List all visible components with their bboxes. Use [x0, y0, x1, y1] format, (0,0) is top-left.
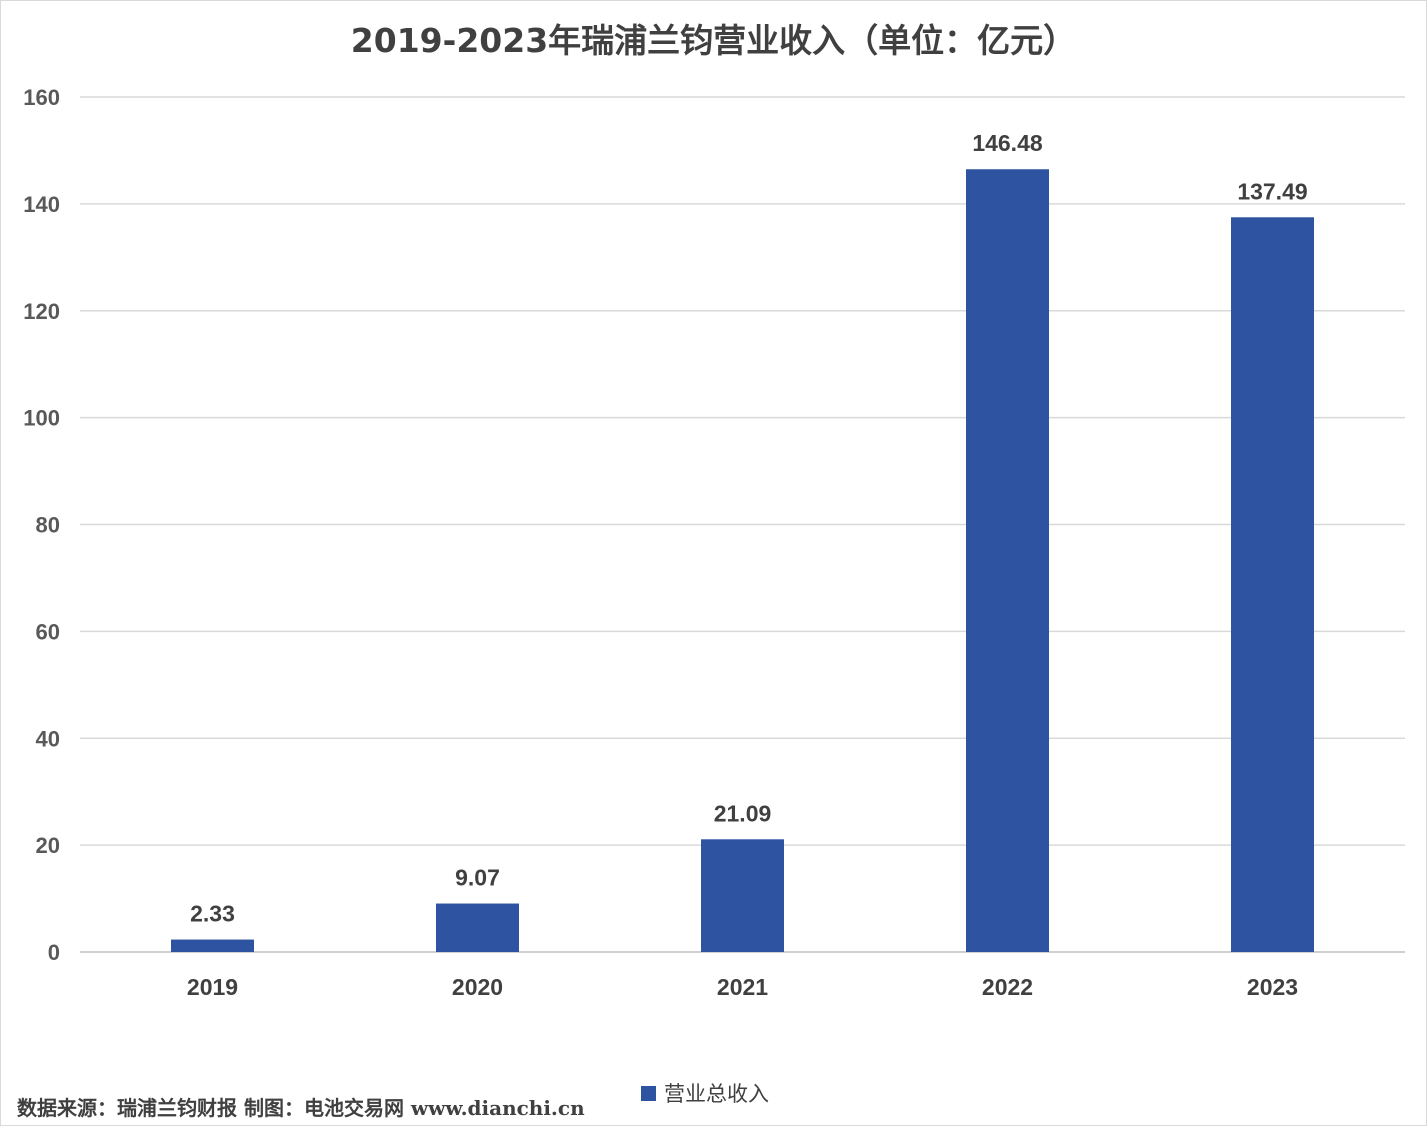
y-tick-label: 160: [23, 85, 60, 110]
y-tick-label: 0: [48, 940, 60, 965]
bar-2020: [436, 903, 519, 952]
bars: [171, 169, 1314, 952]
data-label-2023: 137.49: [1237, 178, 1307, 204]
data-label-2019: 2.33: [190, 901, 235, 927]
bar-2021: [701, 839, 784, 952]
y-tick-label: 140: [23, 192, 60, 217]
bar-2022: [966, 169, 1049, 952]
bar-2023: [1231, 217, 1314, 952]
y-tick-label: 100: [23, 406, 60, 431]
data-label-2022: 146.48: [972, 130, 1043, 156]
legend-label: 营业总收入: [664, 1082, 769, 1106]
legend-swatch: [641, 1085, 656, 1101]
x-axis-labels: 2019 2020 2021 2022 2023: [187, 974, 1298, 1000]
data-label-2020: 9.07: [455, 865, 500, 891]
x-tick-label-2021: 2021: [717, 974, 768, 1000]
x-tick-label-2020: 2020: [452, 974, 503, 1000]
data-label-2021: 21.09: [714, 800, 772, 826]
y-tick-label: 40: [36, 726, 60, 751]
y-tick-label: 60: [36, 619, 60, 644]
y-axis-labels: 0 20 40 60 80 100 120 140 160: [23, 85, 60, 965]
gridlines: [80, 96, 1405, 953]
legend: 营业总收入: [641, 1078, 769, 1108]
y-tick-label: 120: [23, 299, 60, 324]
chart-title: 2019-2023年瑞浦兰钧营业收入（单位：亿元）: [350, 21, 1077, 60]
x-tick-label-2023: 2023: [1247, 974, 1298, 1000]
y-tick-label: 80: [36, 513, 60, 538]
x-tick-label-2022: 2022: [982, 974, 1033, 1000]
source-note: 数据来源：瑞浦兰钧财报 制图：电池交易网 www.dianchi.cn: [17, 1096, 585, 1120]
y-tick-label: 20: [36, 833, 60, 858]
bar-2019: [171, 939, 254, 952]
x-tick-label-2019: 2019: [187, 974, 238, 1000]
data-labels: 2.33 9.07 21.09 146.48 137.49: [190, 130, 1308, 926]
